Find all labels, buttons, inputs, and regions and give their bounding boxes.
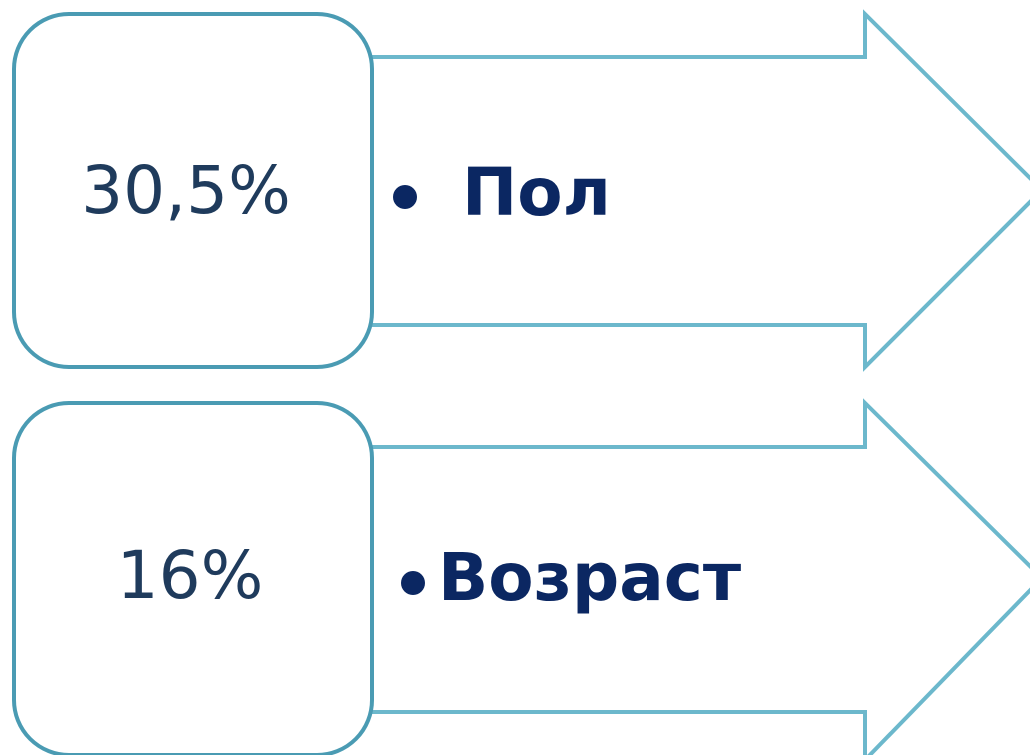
value: 30,5% bbox=[81, 152, 291, 229]
value-box bbox=[12, 12, 374, 369]
value-box bbox=[12, 401, 374, 755]
row-2: 16% Возраст bbox=[12, 398, 1030, 755]
arrow bbox=[338, 398, 1030, 755]
bullet bbox=[393, 185, 417, 209]
label: Пол bbox=[462, 154, 611, 231]
row-1: 30,5% Пол bbox=[12, 9, 1030, 372]
bullet bbox=[401, 571, 425, 595]
arrow bbox=[338, 9, 1030, 372]
value: 16% bbox=[117, 537, 264, 614]
label: Возраст bbox=[438, 539, 741, 616]
